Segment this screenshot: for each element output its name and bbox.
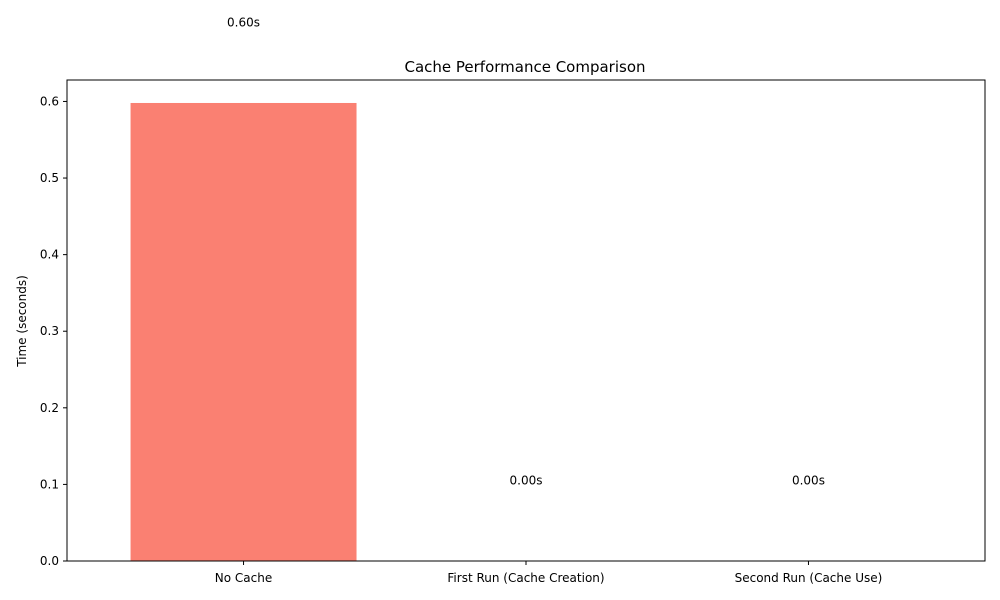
data-label: 0.60s bbox=[227, 15, 260, 29]
y-tick-label: 0.6 bbox=[40, 94, 59, 108]
x-tick-label: Second Run (Cache Use) bbox=[735, 571, 883, 585]
data-label: 0.00s bbox=[792, 473, 825, 487]
y-tick-label: 0.5 bbox=[40, 171, 59, 185]
y-tick-label: 0.4 bbox=[40, 248, 59, 262]
y-tick-label: 0.2 bbox=[40, 401, 59, 415]
bars-layer bbox=[130, 102, 357, 561]
y-axis-label: Time (seconds) bbox=[15, 275, 29, 368]
bar bbox=[130, 102, 357, 561]
data-labels-layer: 0.60s 0.00s 0.00s bbox=[227, 15, 825, 487]
data-label: 0.00s bbox=[510, 473, 543, 487]
x-ticks-layer: No Cache First Run (Cache Creation) Second… bbox=[215, 561, 883, 585]
y-tick-label: 0.0 bbox=[40, 554, 59, 568]
x-tick-label: First Run (Cache Creation) bbox=[447, 571, 604, 585]
y-ticks-layer: 0.0 0.1 0.2 0.3 0.4 0.5 0.6 bbox=[40, 94, 67, 568]
y-tick-label: 0.1 bbox=[40, 477, 59, 491]
x-tick-label: No Cache bbox=[215, 571, 272, 585]
y-tick-label: 0.3 bbox=[40, 324, 59, 338]
chart-title: Cache Performance Comparison bbox=[404, 58, 645, 76]
plot-frame bbox=[66, 79, 986, 562]
